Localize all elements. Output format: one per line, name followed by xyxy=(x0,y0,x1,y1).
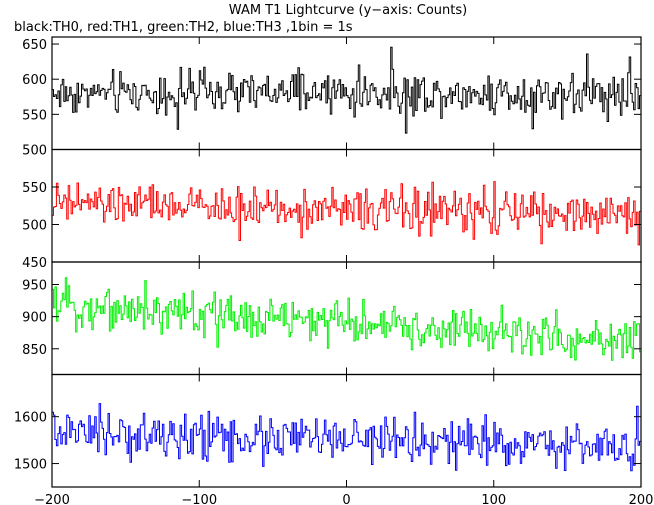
y-tick-label: 1600 xyxy=(14,411,47,426)
chart-subtitle: black:TH0, red:TH1, green:TH2, blue:TH3 … xyxy=(14,20,353,35)
x-tick-label: 0 xyxy=(342,493,350,505)
y-tick-label: 1500 xyxy=(14,458,47,473)
panel-th0: 500 550 600 650 xyxy=(22,36,642,159)
panel-frame xyxy=(51,261,642,376)
y-tick-label: 500 xyxy=(22,219,47,234)
y-tick-label: 500 xyxy=(22,144,47,159)
panels: 500 550 600 650 450 500 550 850 900 950 1500 1600 xyxy=(14,36,642,488)
y-tick-label: 650 xyxy=(22,38,47,53)
y-tick-label: 450 xyxy=(22,256,47,271)
y-tick-label: 850 xyxy=(22,343,47,358)
y-tick-label: 600 xyxy=(22,73,47,88)
series-line-th1 xyxy=(52,181,641,246)
panel-th2: 850 900 950 xyxy=(22,261,642,376)
y-tick-label: 550 xyxy=(22,108,47,123)
x-tick-label: −200 xyxy=(34,493,70,505)
y-tick-label: 950 xyxy=(22,279,47,294)
y-tick-label: 900 xyxy=(22,311,47,326)
x-tick-label: 100 xyxy=(481,493,506,505)
chart-title: WAM T1 Lightcurve (y−axis: Counts) xyxy=(229,3,467,18)
x-tick-label: −100 xyxy=(181,493,217,505)
series-line-th0 xyxy=(52,46,641,134)
panel-th3: 1500 1600 xyxy=(14,373,642,488)
series-line-th2 xyxy=(52,277,641,361)
x-axis: −200 −100 0 100 200 xyxy=(34,493,653,505)
series-line-th3 xyxy=(52,403,641,472)
y-tick-label: 550 xyxy=(22,181,47,196)
x-tick-label: 200 xyxy=(629,493,654,505)
panel-th1: 450 500 550 xyxy=(22,148,642,271)
